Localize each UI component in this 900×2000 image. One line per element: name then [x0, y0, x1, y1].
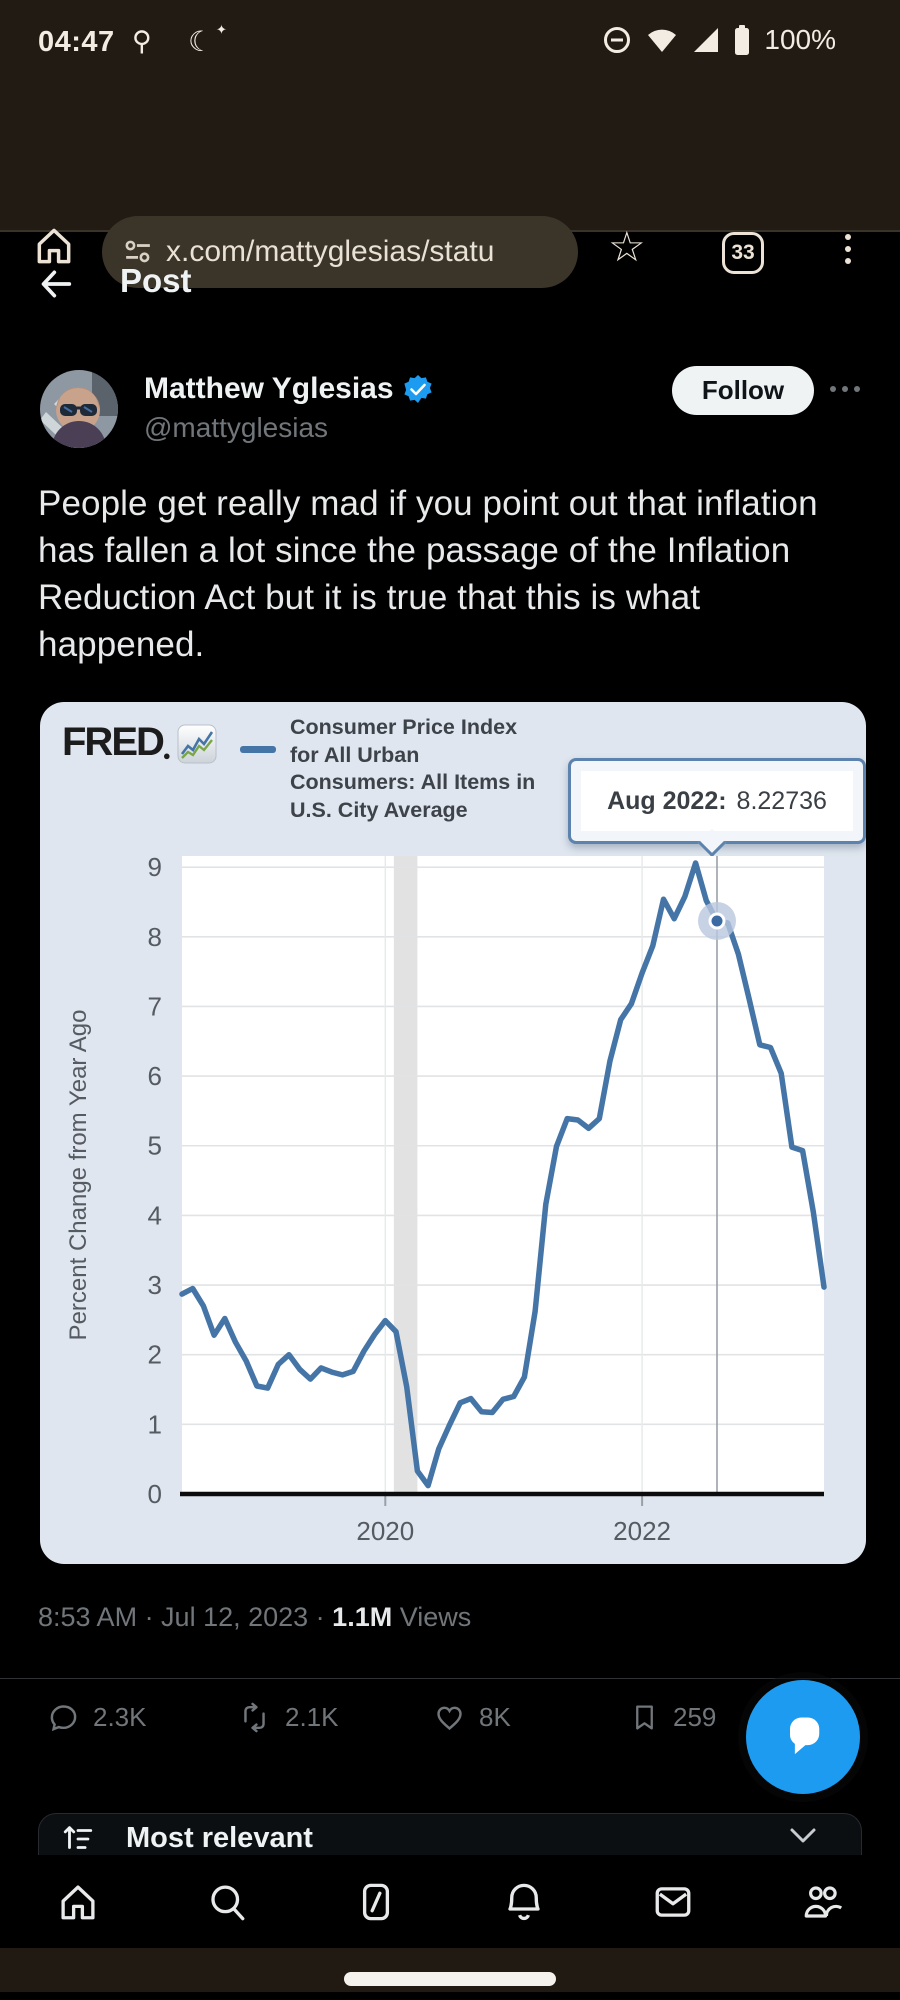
post-body-line: Reduction Act but it is true that this i… — [38, 578, 701, 617]
post-body-line: happened. — [38, 625, 205, 664]
post-timestamp: 8:53 AM · Jul 12, 2023 · 1.1M Views — [38, 1602, 471, 1633]
bookmark-count: 259 — [673, 1702, 717, 1732]
author-name-text: Matthew Yglesias — [144, 372, 394, 405]
avatar[interactable] — [40, 370, 118, 448]
browser-menu-icon[interactable] — [845, 234, 851, 264]
tooltip-date: Aug 2022: — [607, 786, 727, 815]
avatar-photo — [40, 370, 118, 448]
bedtime-moon-icon: ☾ — [188, 26, 214, 57]
like-icon — [437, 1706, 462, 1731]
page-title: Post — [120, 262, 192, 299]
nav-search-icon[interactable] — [205, 1880, 249, 1924]
views-count: 1.1M — [332, 1602, 393, 1632]
post-body: People get really mad if you point out t… — [38, 480, 862, 668]
legend-line: for All Urban — [290, 742, 420, 767]
svg-text:Percent Change from Year Ago: Percent Change from Year Ago — [65, 1010, 92, 1341]
post-body-line: has fallen a lot since the passage of th… — [38, 531, 791, 570]
url-bar[interactable]: x.com/mattyglesias/statu — [102, 216, 578, 288]
browser-chrome: 04:47 ⚲ ☾ ✦ 100% — [0, 0, 900, 288]
sparkle-icon: ✦ — [216, 22, 227, 37]
verified-badge-icon — [403, 375, 432, 403]
legend-line: Consumer Price Index — [290, 715, 518, 739]
post-body-line: People get really mad if you point out t… — [38, 484, 818, 523]
battery-percent: 100% — [764, 24, 836, 55]
fred-logo-chart-icon — [177, 724, 217, 764]
tab-switcher[interactable]: 33 — [722, 232, 764, 274]
status-bar: 04:47 ⚲ ☾ ✦ 100% — [0, 0, 900, 90]
clock: 04:47 — [38, 26, 115, 58]
like-button[interactable]: 8K — [434, 1702, 511, 1733]
back-arrow-icon[interactable] — [36, 264, 76, 304]
fred-logo-reg: ● — [162, 748, 171, 763]
svg-text:2022: 2022 — [613, 1516, 671, 1546]
chart-tooltip-text: Aug 2022: 8.22736 — [581, 771, 853, 831]
cell-signal-icon — [694, 28, 719, 52]
repost-icon — [244, 1702, 265, 1733]
svg-text:2020: 2020 — [356, 1516, 414, 1546]
post-more-icon[interactable] — [830, 386, 860, 392]
svg-text:6: 6 — [148, 1061, 162, 1091]
repost-count: 2.1K — [285, 1702, 339, 1732]
nav-communities-icon[interactable] — [800, 1880, 844, 1924]
sort-label: Most relevant — [126, 1822, 313, 1854]
nav-home-icon[interactable] — [56, 1880, 100, 1924]
svg-text:0: 0 — [148, 1479, 162, 1509]
author-handle[interactable]: @mattyglesias — [144, 412, 329, 443]
bookmark-star-icon[interactable]: ☆ — [608, 223, 646, 270]
do-not-disturb-icon — [604, 27, 631, 53]
divider — [0, 1678, 900, 1679]
home-icon[interactable] — [32, 224, 76, 268]
tooltip-value: 8.22736 — [736, 786, 827, 815]
svg-text:5: 5 — [148, 1131, 162, 1161]
legend-text: Consumer Price Index for All Urban Consume… — [290, 714, 535, 824]
site-settings-icon[interactable] — [124, 240, 152, 264]
fred-line-chart[interactable]: 0 1 2 3 4 5 6 7 8 9 2020 2022 Percent Change from Ye… — [40, 850, 866, 1550]
fred-logo: FRED ● — [62, 720, 217, 765]
svg-text:8: 8 — [148, 922, 162, 952]
bottom-nav — [0, 1855, 900, 1948]
chat-bubble-icon — [789, 1717, 820, 1755]
status-icons: 100% — [602, 24, 836, 56]
reply-icon — [50, 1705, 77, 1732]
chart-tooltip: Aug 2022: 8.22736 — [568, 758, 866, 858]
battery-icon — [735, 25, 750, 55]
legend-line: Consumers: All Items in — [290, 770, 536, 794]
chevron-down-icon[interactable] — [788, 1826, 818, 1846]
chat-fab-button[interactable] — [746, 1680, 860, 1794]
fred-logo-text: FRED — [62, 720, 165, 764]
author-name[interactable]: Matthew Yglesias — [144, 372, 433, 406]
legend-line: U.S. City Average — [290, 797, 468, 822]
fred-chart-card[interactable]: FRED ● Consumer Price Index for All Urban… — [40, 702, 866, 1564]
browser-toolbar: x.com/mattyglesias/statu ☆ 33 — [0, 92, 900, 288]
views-label: Views — [392, 1602, 472, 1632]
svg-text:1: 1 — [148, 1409, 162, 1439]
timestamp-text: 8:53 AM · Jul 12, 2023 · — [38, 1602, 333, 1632]
legend-line-swatch — [240, 746, 276, 753]
like-count: 8K — [479, 1702, 511, 1732]
nav-notifications-icon[interactable] — [502, 1880, 546, 1924]
gesture-handle[interactable] — [344, 1972, 556, 1986]
svg-text:2: 2 — [148, 1340, 162, 1370]
wifi-icon — [648, 29, 677, 52]
reply-button[interactable]: 2.3K — [48, 1702, 147, 1733]
url-text: x.com/mattyglesias/statu — [166, 235, 495, 268]
bookmark-icon — [636, 1705, 653, 1730]
nav-messages-icon[interactable] — [651, 1880, 695, 1924]
replies-sort-panel[interactable]: Most relevant — [38, 1813, 862, 1855]
nav-grok-icon[interactable] — [354, 1880, 398, 1924]
svg-text:9: 9 — [148, 852, 162, 882]
repost-button[interactable]: 2.1K — [238, 1702, 339, 1733]
svg-text:4: 4 — [148, 1200, 162, 1230]
screen-edge — [0, 1992, 900, 2000]
tab-count: 33 — [731, 241, 755, 264]
reply-count: 2.3K — [93, 1702, 147, 1732]
bookmark-button[interactable]: 259 — [630, 1702, 716, 1733]
sort-icon — [63, 1826, 93, 1849]
svg-text:7: 7 — [148, 991, 162, 1021]
svg-text:3: 3 — [148, 1270, 162, 1300]
follow-button[interactable]: Follow — [672, 366, 814, 415]
work-profile-icon: ⚲ — [132, 26, 152, 56]
